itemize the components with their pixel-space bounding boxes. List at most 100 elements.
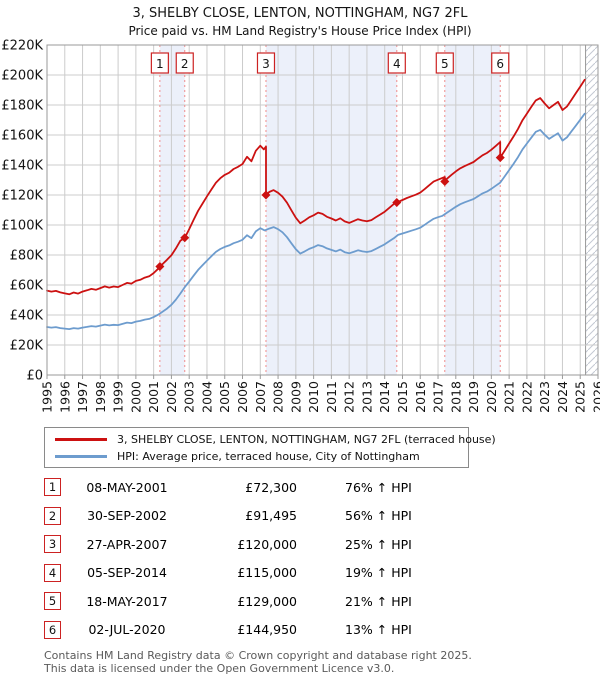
sale-row-1: 1 08-MAY-2001 £72,300 76% ↑ HPI [44,477,412,497]
license-note: Contains HM Land Registry data © Crown c… [44,649,472,676]
x-axis-labels: 1995 1996 1997 1998 1999 2000 2001 2002 2003 2004… [40,381,600,413]
legend-row-property: 3, SHELBY CLOSE, LENTON, NOTTINGHAM, NG7… [51,431,496,447]
sale-number-badge: 4 [44,563,61,582]
sale-row-2: 2 30-SEP-2002 £91,495 56% ↑ HPI [44,506,412,526]
y-tick-label: £40K [10,309,44,324]
sale-number-badge: 1 [44,478,61,496]
sale-number-labels: 1 2 3 4 5 6 [150,52,510,74]
sale-row-6: 6 02-JUL-2020 £144,950 13% ↑ HPI [44,620,412,640]
x-tick-label: 2014 [377,381,392,413]
x-tick-label: 1998 [93,381,108,413]
sale-number-text: 3 [262,57,270,71]
x-tick-label: 2022 [519,381,534,413]
sale-number-badge: 6 [44,620,61,639]
x-tick-label: 2003 [182,381,197,413]
y-tick-label: £160K [1,129,43,144]
sale-number-badge: 2 [44,506,61,525]
sale-number-text: 5 [441,57,449,71]
sale-marker [261,190,271,200]
x-tick-label: 2009 [288,381,303,413]
sale-number-box [150,52,169,74]
property-series-line [46,78,586,296]
sale-number-text: 2 [181,57,189,71]
hpi-line-swatch [55,454,107,458]
x-tick-label: 1999 [111,381,126,413]
legend-label-property: 3, SHELBY CLOSE, LENTON, NOTTINGHAM, NG7… [117,432,496,446]
sale-price: £72,300 [245,479,297,495]
sale-row-5: 5 18-MAY-2017 £129,000 21% ↑ HPI [44,591,412,611]
y-tick-label: £100K [1,219,43,234]
chart-legend: 3, SHELBY CLOSE, LENTON, NOTTINGHAM, NG7… [44,427,496,468]
x-tick-label: 2025 [573,381,588,413]
y-tick-label: £120K [1,189,43,204]
sale-number-badge: 3 [44,535,61,553]
license-line-1: Contains HM Land Registry data © Crown c… [44,649,472,662]
x-tick-label: 2000 [128,381,143,413]
sale-date: 30-SEP-2002 [87,508,167,523]
y-tick-label: £140K [1,159,43,174]
ownership-band [159,45,185,375]
x-tick-label: 2008 [271,381,286,413]
y-tick-label: £180K [1,99,43,114]
sale-number-badge: 5 [44,592,61,610]
sale-marker [392,198,402,207]
x-tick-label: 1997 [75,381,90,413]
sale-hpi-delta: 21% ↑ HPI [345,593,412,609]
x-tick-label: 2017 [431,381,446,413]
sale-number-box [387,52,406,74]
x-tick-label: 2016 [413,381,428,413]
license-line-2: This data is licensed under the Open Gov… [44,661,395,675]
sale-marker [495,153,505,163]
sale-price: £120,000 [237,536,297,552]
y-tick-label: £200K [1,69,43,84]
sales-table: 1 08-MAY-2001 £72,300 76% ↑ HPI 2 30-SEP… [44,477,412,648]
sale-row-4: 4 05-SEP-2014 £115,000 19% ↑ HPI [44,563,412,583]
sale-hpi-delta: 76% ↑ HPI [345,479,412,495]
chart-title: 3, SHELBY CLOSE, LENTON, NOTTINGHAM, NG7… [132,6,468,21]
price-history-chart: 1 2 3 4 5 6£0£20K£40K£60K£80K£100K£120K£140K£… [1,39,600,413]
y-tick-label: £80K [10,249,44,264]
sale-date: 08-MAY-2001 [86,479,168,495]
sale-number-box [491,52,510,74]
sale-marker [155,262,165,272]
x-tick-label: 2006 [235,381,250,413]
sale-date: 05-SEP-2014 [87,565,167,580]
ownership-band [444,45,501,375]
property-line-swatch [55,437,107,441]
sale-date: 27-APR-2007 [86,536,168,552]
future-hatch-zone [585,45,598,375]
sale-marker [440,177,450,186]
chart-subtitle: Price paid vs. HM Land Registry's House … [128,24,472,38]
hpi-series-line [46,112,586,331]
y-tick-label: £0 [26,369,43,384]
sale-row-3: 3 27-APR-2007 £120,000 25% ↑ HPI [44,534,412,554]
x-tick-label: 2002 [164,381,179,413]
x-tick-label: 2007 [253,381,268,413]
sale-price: £91,495 [245,508,297,523]
sale-hpi-delta: 19% ↑ HPI [345,565,412,580]
sale-date: 02-JUL-2020 [88,622,166,637]
x-tick-label: 1996 [57,381,72,413]
sale-marker [180,233,190,243]
sale-number-box [256,52,276,74]
sale-hpi-delta: 25% ↑ HPI [345,536,412,552]
ownership-bands [159,45,501,375]
x-tick-label: 1995 [40,381,55,413]
sale-number-box [175,52,194,74]
sale-number-text: 6 [496,57,504,71]
legend-label-hpi: HPI: Average price, terraced house, City… [117,449,420,463]
x-tick-label: 2005 [217,381,232,413]
y-axis-labels: £0 £20K £40K £60K £80K £100K £120K £140K £160K £1… [1,39,43,384]
x-tick-label: 2015 [395,381,410,413]
sale-number-text: 1 [156,57,164,71]
sale-price: £129,000 [237,593,297,609]
x-tick-label: 2023 [537,381,552,413]
x-tick-label: 2004 [199,381,214,413]
sale-markers [155,153,505,272]
x-tick-label: 2001 [146,381,161,413]
sale-price: £144,950 [237,622,297,637]
y-tick-label: £220K [1,39,43,54]
sale-price: £115,000 [237,565,297,580]
x-tick-label: 2012 [342,381,357,413]
